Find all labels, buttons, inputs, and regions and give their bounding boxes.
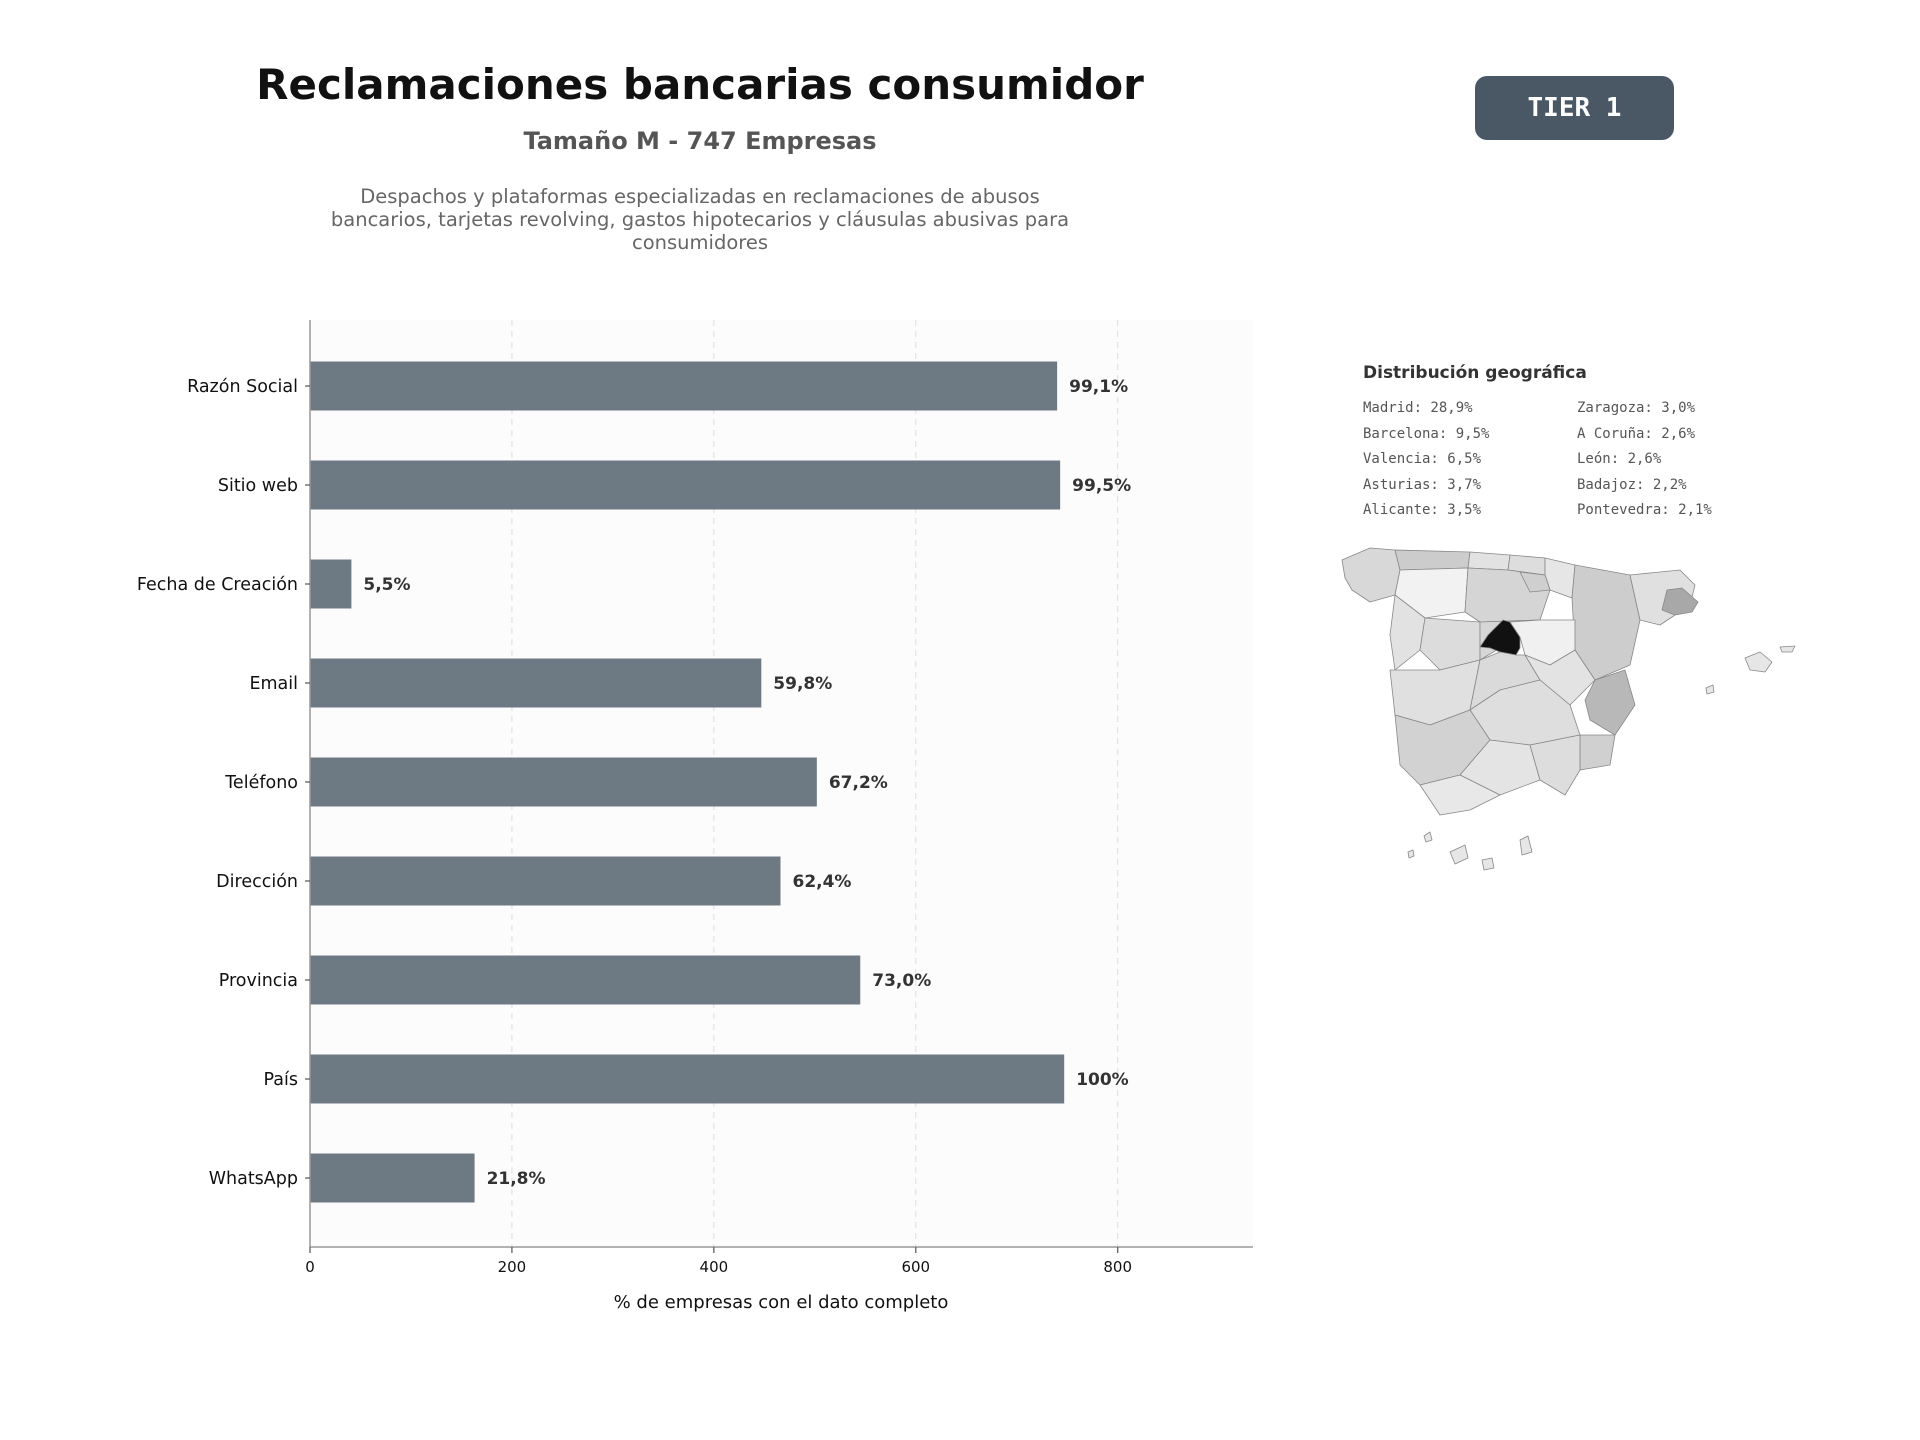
geo-item: León: 2,6% [1577,451,1662,467]
bar-value-label: 5,5% [363,575,410,595]
geo-item: A Coruña: 2,6% [1577,425,1696,442]
map-region-andalucia-east [1529,734,1581,796]
bar [310,757,817,807]
bar [310,559,352,609]
x-tick-label: 600 [901,1258,930,1276]
map-region-baleares-menorca [1779,645,1796,653]
bar-value-label: 99,1% [1069,377,1128,397]
bar [310,856,781,906]
bar-value-label: 59,8% [773,674,832,694]
map-region-galicia [1341,547,1401,603]
axis-ticks: 0 200 400 600 800 Razón Social Sitio web Fecha … [137,377,1132,1276]
bar-value-label: 62,4% [792,872,851,892]
y-tick-label: Email [249,674,298,694]
x-tick-label: 800 [1103,1258,1132,1276]
map-region-cantabria [1467,551,1511,571]
geo-item: Barcelona: 9,5% [1363,425,1490,442]
bar-value-label: 99,5% [1072,476,1131,496]
map-region-canarias-2 [1481,857,1495,871]
geo-list: Madrid: 28,9% Zaragoza: 3,0% Barcelona: 9,… [1363,400,1791,518]
map-region-andalucia-central [1459,739,1541,796]
y-tick-label: Razón Social [187,377,298,397]
map-region-canarias-3 [1519,835,1533,856]
map-region-madrid [1479,619,1521,656]
geo-distribution-panel: Distribución geográfica Madrid: 28,9% Zar… [1360,360,1880,530]
bar-value-label: 100% [1076,1070,1129,1090]
spain-map [1341,547,1796,871]
map-region-leon [1394,567,1469,619]
y-tick-label: Fecha de Creación [137,575,298,595]
bar-value-label: 21,8% [487,1169,546,1189]
bar [310,460,1061,510]
bar [310,1054,1065,1104]
completeness-bar-chart: 99,1% 99,5% 5,5% 59,8% 67,2% 62,4% 73,0% 100% 21… [137,320,1253,1313]
bar [310,658,762,708]
geo-item: Badajoz: 2,2% [1577,476,1687,493]
x-tick-label: 400 [700,1258,729,1276]
bar [310,1153,475,1203]
map-region-navarra [1544,557,1576,599]
y-tick-label: Dirección [216,872,298,892]
x-axis-label: % de empresas con el dato completo [614,1292,949,1313]
page-subtitle: Tamaño M - 747 Empresas [523,127,877,155]
bar-value-label: 73,0% [872,971,931,991]
y-tick-label: Sitio web [218,476,298,496]
map-region-murcia [1579,734,1616,771]
geo-item: Zaragoza: 3,0% [1577,400,1696,416]
map-region-canarias-4 [1423,831,1433,843]
geo-item: Alicante: 3,5% [1363,502,1482,518]
bars: 99,1% 99,5% 5,5% 59,8% 67,2% 62,4% 73,0% 100% 21… [310,361,1131,1203]
y-tick-label: País [264,1070,298,1090]
page-description: Despachos y plataformas especializadas e… [330,185,1070,254]
map-region-baleares-mallorca [1744,651,1773,673]
y-tick-label: Provincia [219,971,298,991]
bar-value-label: 67,2% [829,773,888,793]
x-tick-label: 200 [498,1258,527,1276]
tier-badge: TIER 1 [1475,76,1674,140]
map-region-asturias [1394,549,1471,571]
bar [310,955,861,1005]
map-region-canarias-5 [1407,849,1415,859]
page-title: Reclamaciones bancarias consumidor [256,60,1144,109]
geo-item: Pontevedra: 2,1% [1577,502,1712,518]
map-region-rioja [1519,571,1551,593]
geo-item: Asturias: 3,7% [1363,476,1482,493]
map-region-portugal-border-west [1389,594,1426,671]
geo-item: Valencia: 6,5% [1363,451,1482,467]
y-tick-label: WhatsApp [209,1169,298,1189]
geo-title: Distribución geográfica [1363,363,1587,383]
map-region-baleares-ibiza [1705,684,1715,695]
geo-item: Madrid: 28,9% [1363,400,1473,416]
map-region-canarias-1 [1449,844,1469,865]
y-tick-label: Teléfono [224,773,298,793]
map-region-barcelona [1661,587,1699,616]
x-tick-label: 0 [305,1258,315,1276]
bar [310,361,1058,411]
map-region-andalucia-south [1419,774,1501,816]
